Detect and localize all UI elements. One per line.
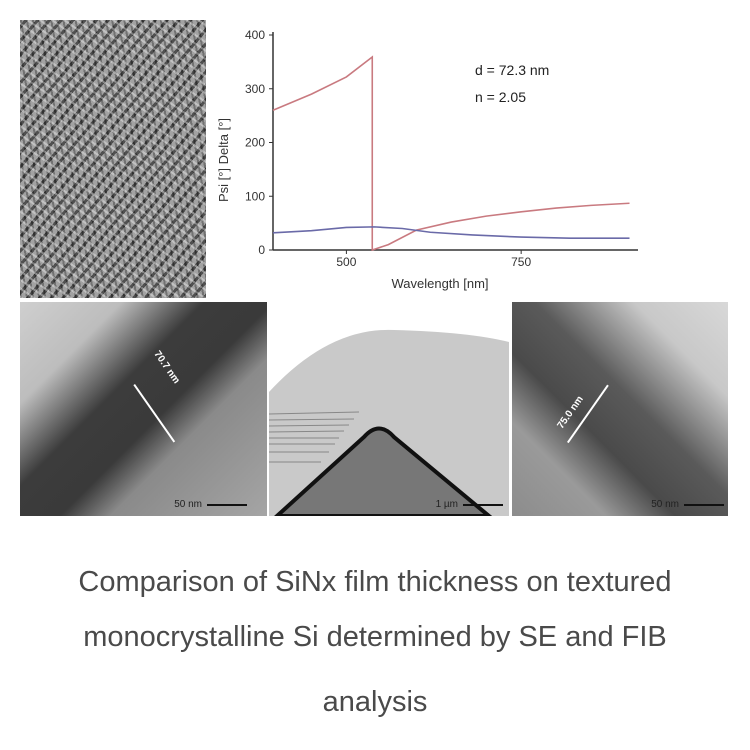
sem-textured-surface-image [20, 20, 206, 298]
y-tick-label: 400 [245, 28, 265, 42]
y-tick-label: 200 [245, 136, 265, 150]
caption-line-2: monocrystalline Si determined by SE and … [83, 621, 667, 653]
caption-line-1: Comparison of SiNx film thickness on tex… [78, 566, 672, 598]
tem-right-image: 75.0 nm 50 nm [512, 302, 728, 516]
y-axis-label: Psi [°] Delta [°] [216, 118, 231, 202]
fib-cross-section-image: 1 µm [269, 302, 509, 516]
x-axis-label: Wavelength [nm] [391, 276, 488, 291]
scale-label-left: 50 nm [174, 499, 202, 510]
y-tick-label: 300 [245, 82, 265, 96]
y-tick-label: 100 [245, 189, 265, 203]
delta-series-line [272, 55, 630, 252]
measure-label-left: 70.7 nm [151, 349, 182, 386]
scale-bar-middle: 1 µm [436, 499, 503, 510]
annotation-thickness: d = 72.3 nm [475, 62, 549, 78]
x-tick-label: 750 [511, 255, 531, 269]
scale-bar-right: 50 nm [651, 499, 724, 510]
x-tick-label: 500 [336, 255, 356, 269]
scale-bar-left: 50 nm [174, 499, 247, 510]
psi-series-line [272, 226, 630, 239]
tem-left-image: 70.7 nm 50 nm [20, 302, 267, 516]
scale-label-middle: 1 µm [435, 499, 458, 510]
figure-caption: Comparison of SiNx film thickness on tex… [0, 555, 750, 730]
scale-label-right: 50 nm [651, 499, 679, 510]
measure-line-left [133, 384, 176, 443]
ellipsometry-chart: 500 750 0 100 200 300 400 d = 72.3 nm n = 2.05… [216, 28, 638, 291]
chart-axes [272, 32, 638, 251]
caption-line-3: analysis [322, 686, 428, 718]
measure-label-right: 75.0 nm [555, 394, 586, 431]
annotation-index: n = 2.05 [475, 89, 526, 105]
y-tick-label: 0 [258, 243, 265, 257]
